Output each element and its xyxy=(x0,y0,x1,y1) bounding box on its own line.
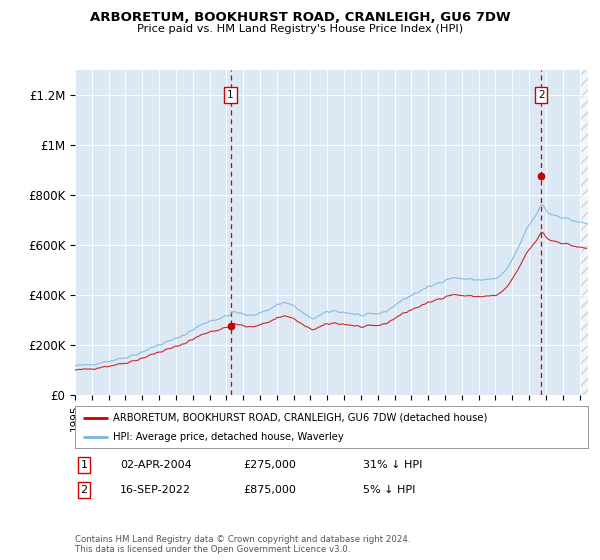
Text: 2: 2 xyxy=(80,485,88,495)
Text: HPI: Average price, detached house, Waverley: HPI: Average price, detached house, Wave… xyxy=(113,432,344,442)
Text: 5% ↓ HPI: 5% ↓ HPI xyxy=(363,485,415,495)
Text: Price paid vs. HM Land Registry's House Price Index (HPI): Price paid vs. HM Land Registry's House … xyxy=(137,24,463,34)
Text: Contains HM Land Registry data © Crown copyright and database right 2024.
This d: Contains HM Land Registry data © Crown c… xyxy=(75,535,410,554)
Text: ARBORETUM, BOOKHURST ROAD, CRANLEIGH, GU6 7DW (detached house): ARBORETUM, BOOKHURST ROAD, CRANLEIGH, GU… xyxy=(113,413,488,423)
Text: £875,000: £875,000 xyxy=(243,485,296,495)
Text: 16-SEP-2022: 16-SEP-2022 xyxy=(120,485,191,495)
Text: 02-APR-2004: 02-APR-2004 xyxy=(120,460,192,470)
Text: 2: 2 xyxy=(538,90,544,100)
Bar xyxy=(580,70,588,395)
Text: £275,000: £275,000 xyxy=(243,460,296,470)
Text: 1: 1 xyxy=(227,90,234,100)
Text: ARBORETUM, BOOKHURST ROAD, CRANLEIGH, GU6 7DW: ARBORETUM, BOOKHURST ROAD, CRANLEIGH, GU… xyxy=(89,11,511,24)
Text: 1: 1 xyxy=(80,460,88,470)
Text: 31% ↓ HPI: 31% ↓ HPI xyxy=(363,460,422,470)
